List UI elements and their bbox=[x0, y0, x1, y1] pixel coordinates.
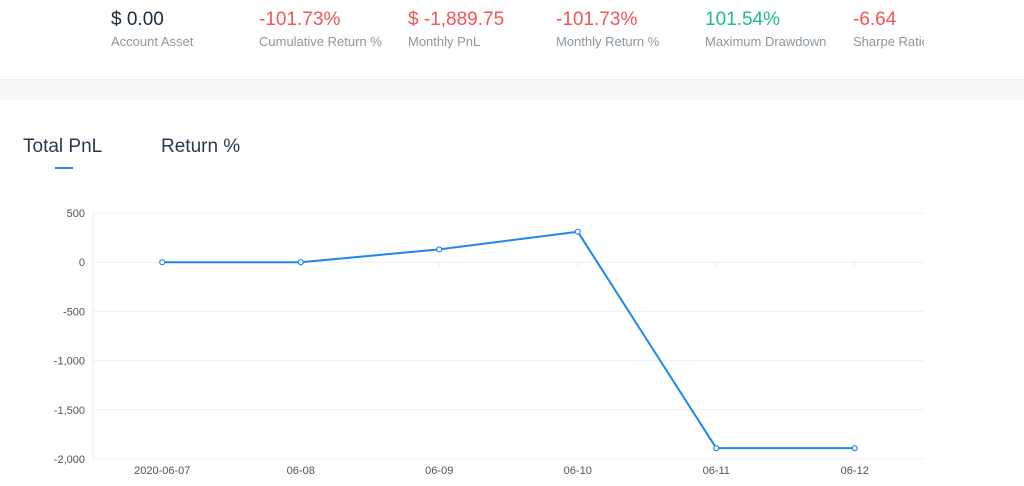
active-tab-indicator bbox=[55, 167, 73, 169]
pnl-line-chart: 500 0 -500 -1,000 -1,500 -2,000 2020-06-07 06-0… bbox=[54, 208, 924, 477]
stats-bar: $ 0.00 Account Asset -101.73% Cumulative… bbox=[0, 0, 1024, 79]
y-tick-label: -500 bbox=[63, 306, 85, 318]
stat-value: -101.73% bbox=[259, 9, 341, 30]
data-point bbox=[159, 259, 166, 266]
stat-sharpe-ratio: -6.64 Sharpe Ratio bbox=[853, 8, 924, 49]
data-point bbox=[297, 259, 304, 266]
stats-clip: $ 0.00 Account Asset -101.73% Cumulative… bbox=[0, 0, 924, 79]
x-tick-label: 06-08 bbox=[287, 465, 315, 477]
data-point bbox=[574, 228, 581, 235]
tab-total-pnl[interactable]: Total PnL bbox=[23, 136, 103, 157]
stat-label: Maximum Drawdown bbox=[705, 34, 827, 49]
data-point bbox=[713, 445, 720, 452]
y-tick-label: 0 bbox=[79, 257, 85, 269]
stat-value: -101.73% bbox=[556, 9, 638, 30]
y-tick-label: -1,000 bbox=[54, 356, 85, 368]
x-tick-label: 06-10 bbox=[564, 465, 592, 477]
data-point bbox=[851, 445, 858, 452]
x-tick-label: 2020-06-07 bbox=[134, 465, 190, 477]
stat-value: 101.54% bbox=[705, 9, 781, 30]
stat-value: $ -1,889.75 bbox=[408, 9, 505, 30]
x-tick-label: 06-09 bbox=[425, 465, 453, 477]
y-tick-label: 500 bbox=[67, 208, 85, 220]
y-tick-label: -2,000 bbox=[54, 454, 85, 466]
section-divider bbox=[0, 79, 1024, 100]
stat-label: Cumulative Return % bbox=[259, 34, 382, 49]
y-tick-label: -1,500 bbox=[54, 405, 85, 417]
tab-return-pct[interactable]: Return % bbox=[161, 136, 241, 157]
data-point bbox=[436, 246, 443, 253]
stat-maximum-drawdown: 101.54% Maximum Drawdown bbox=[705, 8, 855, 49]
stat-label: Monthly PnL bbox=[408, 34, 481, 49]
stat-monthly-pnl: $ -1,889.75 Monthly PnL bbox=[408, 8, 558, 49]
stat-value: $ 0.00 bbox=[111, 9, 164, 30]
stat-monthly-return: -101.73% Monthly Return % bbox=[556, 8, 706, 49]
stat-label: Account Asset bbox=[111, 34, 194, 49]
series-line bbox=[162, 230, 855, 450]
x-tick-label: 06-12 bbox=[841, 465, 869, 477]
stat-value: -6.64 bbox=[853, 9, 897, 30]
stat-cumulative-return: -101.73% Cumulative Return % bbox=[259, 8, 409, 49]
stat-label: Sharpe Ratio bbox=[853, 34, 924, 49]
stat-label: Monthly Return % bbox=[556, 34, 660, 49]
stat-account-asset: $ 0.00 Account Asset bbox=[111, 8, 261, 49]
x-tick-label: 06-11 bbox=[703, 465, 730, 477]
